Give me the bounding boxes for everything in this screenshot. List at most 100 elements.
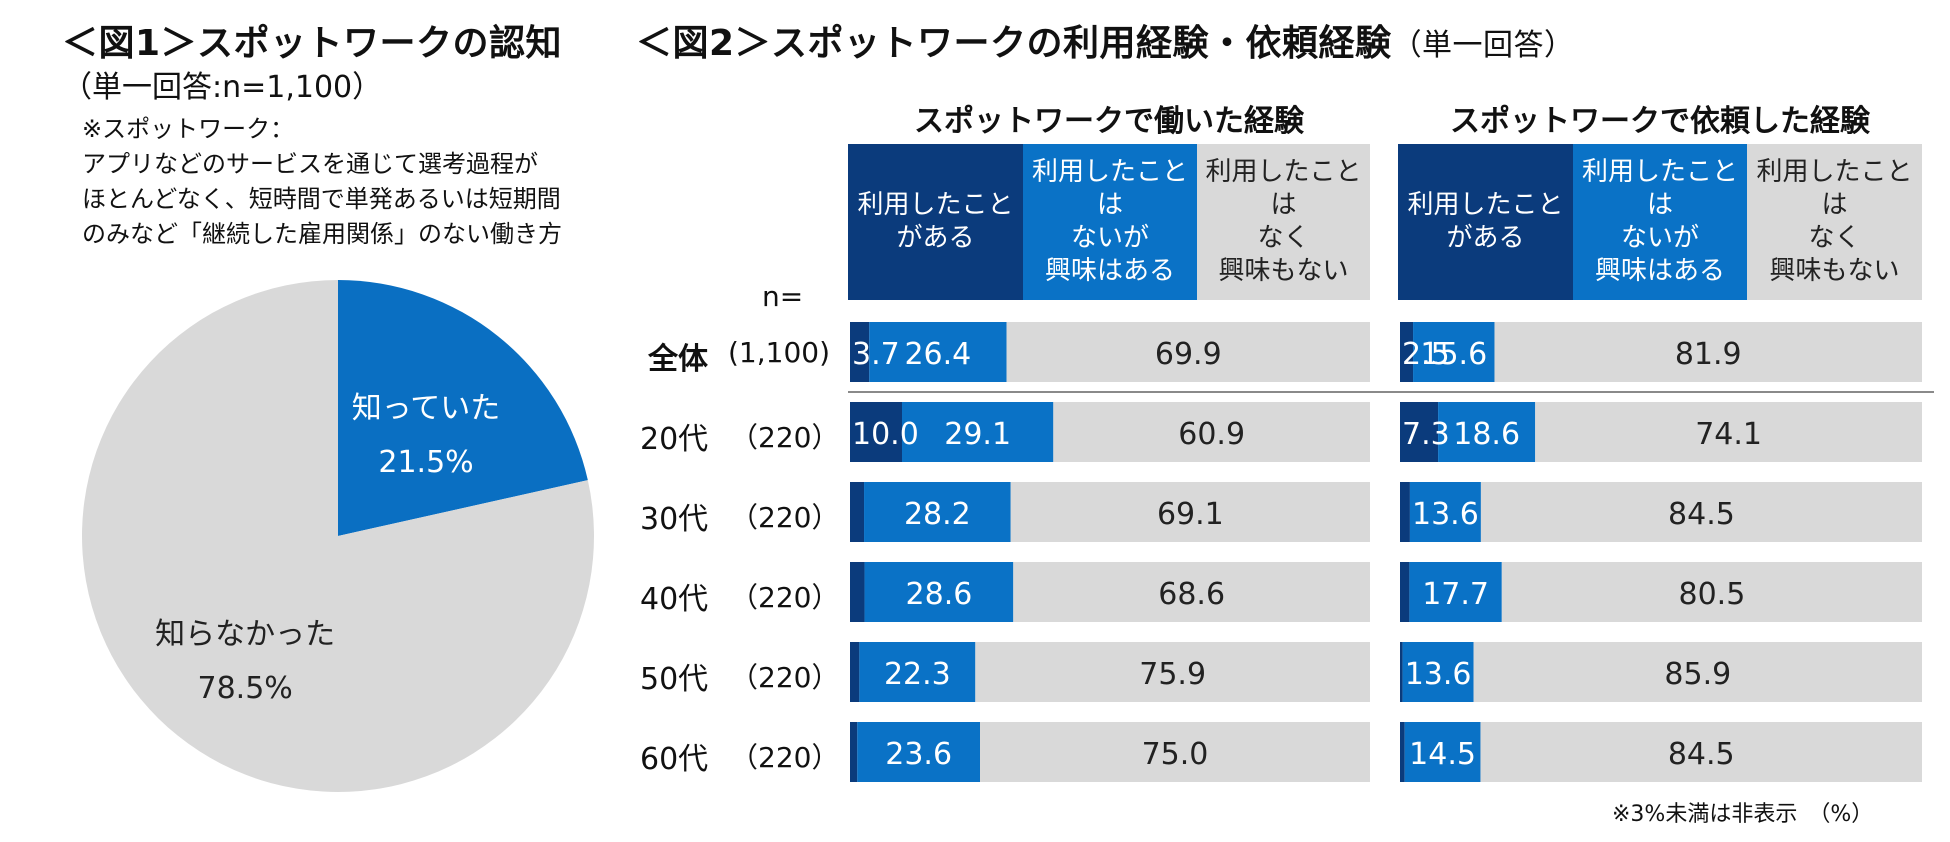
fig1-note-line: ほとんどなく、短時間で単発あるいは短期間	[82, 185, 561, 213]
bar-segment-used	[1400, 322, 1414, 382]
bar-data-label: 15.6	[1420, 337, 1487, 372]
row-n-30s: （220）	[730, 501, 840, 534]
pie-chart: 知っていた 21.5% 知らなかった 78.5%	[82, 280, 595, 793]
bar-segment-not-interested	[1013, 562, 1370, 622]
bar-segment-used	[1400, 402, 1439, 462]
bar-segment-used	[850, 722, 858, 782]
bar-data-label: 60.9	[1178, 417, 1245, 452]
bar-data-label: 13.6	[1405, 657, 1472, 692]
row-n-20s: （220）	[730, 421, 840, 454]
bar-data-label: 7.3	[1402, 417, 1450, 452]
bar-segment-interested	[1409, 562, 1502, 622]
pie-slice-label: 知っていた	[352, 391, 501, 426]
fig1-note-line: アプリなどのサービスを通じて選考過程が	[82, 150, 538, 178]
row-label-60s: 60代	[640, 742, 709, 777]
bar-segment-interested	[1438, 402, 1536, 462]
legend-interested: 利用したことは ないが 興味はある	[1573, 144, 1747, 300]
row-n-50s: （220）	[730, 661, 840, 694]
fig2-title-text: ＜図2＞スポットワークの利用経験・依頼経験	[636, 23, 1392, 64]
legend-not-interested: 利用したことは なく 興味もない	[1197, 144, 1370, 300]
bar-data-label: 23.6	[885, 737, 952, 772]
bar-segment-used	[1400, 722, 1405, 782]
right-column-title: スポットワークで依頼した経験	[1450, 104, 1870, 139]
bar-segment-interested	[902, 402, 1054, 462]
bar-data-label: 80.5	[1678, 577, 1745, 612]
bar-segment-used	[850, 562, 865, 622]
bar-data-label: 74.1	[1695, 417, 1762, 452]
row-label-30s: 30代	[640, 502, 709, 537]
bar-data-label: 2.5	[1402, 337, 1450, 372]
bar-data-label: 68.6	[1158, 577, 1225, 612]
bar-data-label: 69.9	[1155, 337, 1222, 372]
pie-slice	[338, 280, 588, 536]
legend-used: 利用したこと がある	[1398, 144, 1573, 300]
bar-data-label: 84.5	[1668, 737, 1735, 772]
legend-interested: 利用したことは ないが 興味はある	[1023, 144, 1197, 300]
bar-data-label: 10.0	[852, 417, 919, 452]
bar-data-label: 69.1	[1157, 497, 1224, 532]
row-label-40s: 40代	[640, 582, 709, 617]
bar-data-label: 28.2	[904, 497, 971, 532]
bar-data-label: 14.5	[1409, 737, 1476, 772]
bar-data-label: 17.7	[1422, 577, 1489, 612]
bar-segment-not-interested	[1535, 402, 1922, 462]
row-n-40s: （220）	[730, 581, 840, 614]
bar-data-label: 81.9	[1675, 337, 1742, 372]
fig2-subtitle: （単一回答）	[1391, 28, 1575, 63]
bar-segment-interested	[1409, 482, 1481, 542]
bar-segment-not-interested	[1480, 482, 1922, 542]
bar-segment-not-interested	[1006, 322, 1370, 382]
fig1-note: ※スポットワーク： アプリなどのサービスを通じて選考過程が ほとんどなく、短時間…	[82, 112, 562, 252]
footnote: ※3%未満は非表示 （%）	[1612, 802, 1874, 827]
bar-segment-used	[850, 642, 860, 702]
bar-segment-used	[850, 402, 902, 462]
bar-data-label: 26.4	[904, 337, 971, 372]
row-label-20s: 20代	[640, 422, 709, 457]
bar-segment-not-interested	[1473, 642, 1922, 702]
bar-segment-interested	[1404, 722, 1481, 782]
bar-data-label: 22.3	[884, 657, 951, 692]
bar-segment-not-interested	[1501, 562, 1922, 622]
bar-segment-not-interested	[1480, 722, 1922, 782]
bar-segment-not-interested	[980, 722, 1370, 782]
row-n-60s: （220）	[730, 741, 840, 774]
pie-slice	[82, 280, 595, 793]
pie-slice-label: 知らなかった	[155, 617, 335, 652]
bar-data-label: 75.0	[1142, 737, 1209, 772]
bar-segment-used	[1400, 642, 1403, 702]
bar-segment-interested	[1413, 322, 1495, 382]
bar-segment-not-interested	[1053, 402, 1370, 462]
bar-segment-not-interested	[1494, 322, 1922, 382]
bar-segment-interested	[857, 722, 980, 782]
bar-segment-used	[850, 322, 870, 382]
row-category: 全体	[648, 342, 708, 377]
left-column-title: スポットワークで働いた経験	[914, 104, 1304, 139]
legend-not-interested: 利用したことは なく 興味もない	[1747, 144, 1922, 300]
bar-data-label: 75.9	[1139, 657, 1206, 692]
fig1-note-line: のみなど「継続した雇用関係」のない働き方	[82, 220, 562, 248]
bar-segment-interested	[1402, 642, 1474, 702]
bar-data-label: 13.6	[1412, 497, 1479, 532]
row-label-total: 全体	[648, 334, 708, 378]
fig2-title: ＜図2＞スポットワークの利用経験・依頼経験（単一回答）	[636, 14, 1575, 66]
bar-data-label: 18.6	[1453, 417, 1520, 452]
bar-segment-interested	[869, 322, 1007, 382]
bar-segment-interested	[864, 562, 1014, 622]
bar-data-label: 29.1	[944, 417, 1011, 452]
bar-segment-used	[850, 482, 865, 542]
bar-segment-used	[1400, 482, 1410, 542]
pie-slice-value: 78.5%	[198, 671, 293, 706]
bar-segment-interested	[864, 482, 1011, 542]
fig1-subtitle: （単一回答:n=1,100）	[62, 70, 383, 105]
row-label-50s: 50代	[640, 662, 709, 697]
row-n-total: (1,100)	[728, 336, 831, 369]
bar-segment-not-interested	[1010, 482, 1370, 542]
fig1-title: ＜図1＞スポットワークの認知	[62, 23, 563, 64]
bar-data-label: 84.5	[1668, 497, 1735, 532]
bar-segment-not-interested	[975, 642, 1370, 702]
pie-slice-value: 21.5%	[378, 445, 473, 480]
legend-used: 利用したこと がある	[848, 144, 1023, 300]
bar-data-label: 85.9	[1664, 657, 1731, 692]
fig1-note-line: ※スポットワーク：	[82, 115, 295, 143]
